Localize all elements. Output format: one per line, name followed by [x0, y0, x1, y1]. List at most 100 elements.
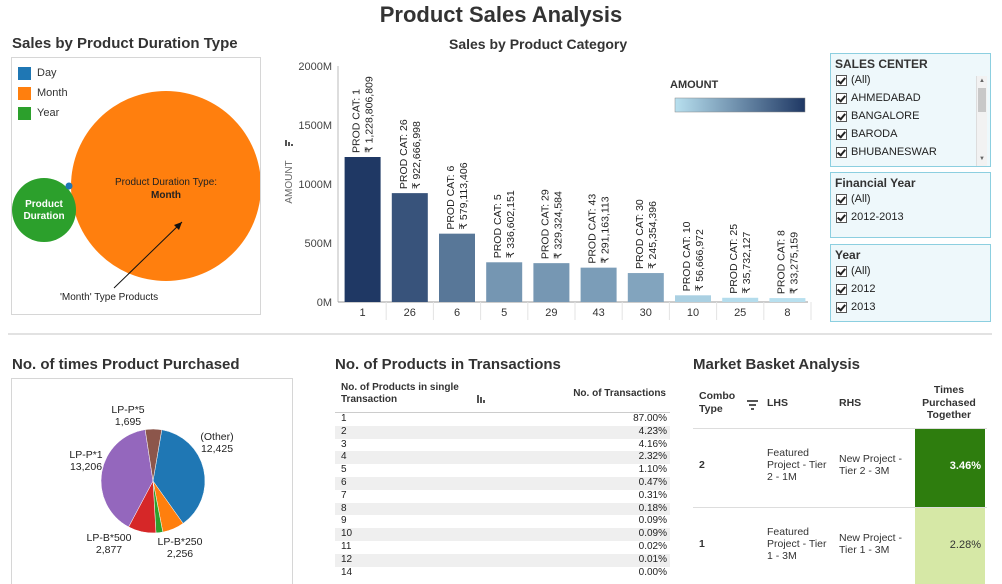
filter-option-all[interactable]: (All) [831, 190, 990, 208]
bar-label-amount: ₹ 922,666,998 [411, 121, 423, 189]
checkbox[interactable] [836, 110, 847, 122]
filter-option-2012-2013[interactable]: 2012-2013 [831, 208, 990, 226]
x-tick-label: 26 [404, 307, 416, 319]
checkbox[interactable] [836, 211, 847, 223]
bar-label-amount: ₹ 33,275,159 [788, 232, 800, 294]
filter-option-bangalore[interactable]: BANGALORE [831, 107, 990, 125]
bar[interactable] [344, 157, 381, 302]
scroll-thumb[interactable] [978, 88, 986, 112]
txn-count-cell: 11 [341, 540, 352, 552]
pie-slice-value: 12,425 [201, 443, 233, 455]
txn-count-cell: 2 [341, 425, 347, 437]
bar[interactable] [439, 233, 475, 302]
y-tick-label: 1500M [298, 120, 332, 132]
pie-section-title: No. of times Product Purchased [12, 356, 240, 373]
duration-legend: Day Month Year [18, 63, 68, 123]
bubble-month[interactable] [71, 91, 260, 281]
filter-option-2012[interactable]: 2012 [831, 280, 990, 298]
filter-option-ahmedabad[interactable]: AHMEDABAD [831, 89, 990, 107]
pie-slice[interactable] [144, 428, 163, 482]
mba-lhs-cell: Featured Project - Tier 1 - 3M [767, 526, 827, 562]
x-tick-label: 8 [784, 307, 790, 319]
filter-option-2013[interactable]: 2013 [831, 298, 990, 316]
mba-rhs-cell: New Project - Tier 1 - 3M [839, 532, 903, 556]
txn-count-cell: 10 [341, 528, 353, 540]
bar[interactable] [486, 262, 523, 302]
bar[interactable] [722, 297, 759, 302]
checkbox[interactable] [836, 265, 847, 277]
txn-row[interactable]: 11 0.02% [335, 541, 670, 554]
scroll-up-icon[interactable]: ▲ [979, 78, 985, 84]
x-tick-label: 25 [734, 307, 746, 319]
checkbox[interactable] [836, 92, 847, 104]
legend-item-month[interactable]: Month [18, 83, 68, 103]
txn-row[interactable]: 3 4.16% [335, 439, 670, 452]
txn-row[interactable]: 12 0.01% [335, 553, 670, 567]
bar[interactable] [675, 295, 711, 302]
bar[interactable] [391, 193, 428, 302]
legend-item-day[interactable]: Day [18, 63, 68, 83]
filter-option-all[interactable]: (All) [831, 71, 990, 89]
filter-lines-icon[interactable] [747, 397, 758, 415]
bar-label-category: PROD CAT: 8 [775, 230, 787, 294]
filter-option-all[interactable]: (All) [831, 262, 990, 280]
txn-row[interactable]: 1 87.00% [335, 413, 670, 426]
pie-slice[interactable] [152, 429, 206, 524]
mba-value-cell: 3.46% [915, 429, 985, 507]
bar-label-category: PROD CAT: 5 [492, 194, 504, 258]
filter-option-baroda[interactable]: BARODA [831, 125, 990, 143]
checkbox[interactable] [836, 193, 847, 205]
checkbox[interactable] [836, 74, 847, 86]
checkbox[interactable] [836, 146, 847, 158]
x-tick-label: 1 [360, 307, 366, 319]
txn-table: No. of Products in single Transaction No… [335, 382, 670, 584]
txn-row[interactable]: 4 2.32% [335, 451, 670, 465]
txn-percent-cell: 4.23% [638, 425, 667, 437]
mba-rhs-cell: New Project - Tier 2 - 3M [839, 453, 903, 477]
txn-row[interactable]: 8 0.18% [335, 502, 670, 516]
bar[interactable] [533, 263, 570, 302]
pie-slice[interactable] [100, 429, 154, 528]
bar-label-category: PROD CAT: 29 [539, 189, 551, 259]
sales-center-filter-title: SALES CENTER [835, 57, 928, 71]
bar[interactable] [580, 267, 617, 302]
txn-row[interactable]: 14 0.00% [335, 567, 670, 580]
txn-row[interactable]: 9 0.09% [335, 515, 670, 528]
duration-panel: Day Month Year Product Duration Product … [11, 57, 261, 315]
sort-icon[interactable] [477, 390, 485, 403]
pie-slice-label: (Other) [200, 431, 233, 443]
x-tick-label: 10 [687, 307, 699, 319]
color-legend-title: AMOUNT [670, 79, 719, 91]
sort-descending-icon[interactable] [285, 140, 293, 146]
checkbox[interactable] [836, 128, 847, 140]
checkbox[interactable] [836, 283, 847, 295]
txn-row[interactable]: 7 0.31% [335, 490, 670, 503]
legend-item-year[interactable]: Year [18, 103, 68, 123]
bar-label-amount: ₹ 1,228,806,809 [364, 76, 376, 153]
year-filter: Year (All) 2012 2013 [830, 244, 991, 322]
dashboard-title: Product Sales Analysis [379, 2, 623, 27]
pie-slice-value: 2,256 [167, 548, 193, 560]
mba-row[interactable]: 1 Featured Project - Tier 1 - 3M New Pro… [693, 508, 987, 584]
x-tick-label: 6 [454, 307, 460, 319]
txn-row[interactable]: 5 1.10% [335, 464, 670, 477]
txn-percent-cell: 0.00% [638, 566, 667, 578]
bar[interactable] [627, 273, 664, 302]
txn-col2-header: No. of Transactions [573, 388, 666, 399]
scroll-down-icon[interactable]: ▼ [979, 156, 985, 162]
txn-row[interactable]: 2 4.23% [335, 425, 670, 439]
bar[interactable] [769, 298, 806, 302]
bubble-year[interactable] [12, 178, 76, 242]
bar-label-amount: ₹ 579,113,406 [458, 162, 470, 229]
financial-year-filter-title: Financial Year [835, 176, 916, 190]
bubble-day[interactable] [65, 182, 73, 190]
checkbox[interactable] [836, 301, 847, 313]
sales-center-filter: SALES CENTER (All) AHMEDABAD BANGALORE B… [830, 53, 991, 167]
filter-scrollbar[interactable]: ▲ ▼ [976, 76, 987, 166]
mba-row[interactable]: 2 Featured Project - Tier 2 - 1M New Pro… [693, 429, 987, 508]
filter-option-bhubaneswar[interactable]: BHUBANESWAR [831, 143, 990, 161]
txn-percent-cell: 0.01% [638, 553, 667, 565]
txn-row[interactable]: 10 0.09% [335, 528, 670, 541]
mba-header-lhs: LHS [767, 397, 788, 409]
txn-row[interactable]: 6 0.47% [335, 476, 670, 490]
